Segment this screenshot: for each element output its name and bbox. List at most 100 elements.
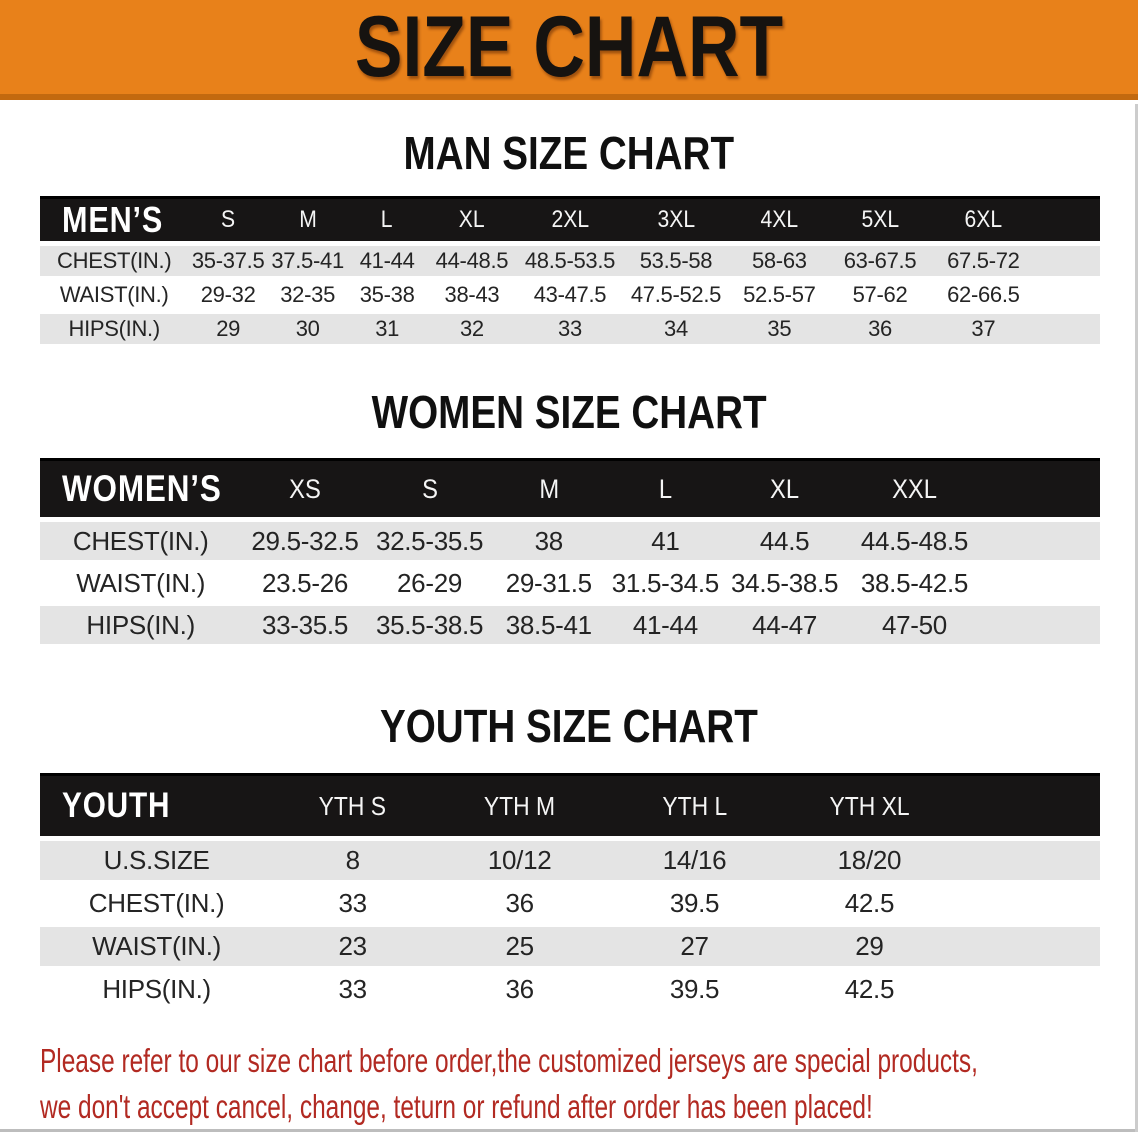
youth-row-filler: [956, 970, 1100, 1013]
men-row-filler: [1036, 314, 1100, 348]
men-size-cell: 44-48.5: [426, 246, 517, 280]
youth-size-cell: 42.5: [781, 884, 957, 927]
youth-size-cell: 39.5: [607, 970, 782, 1013]
men-size-cell: 52.5-57: [728, 280, 830, 314]
women-size-column-5: XL: [723, 458, 846, 522]
women-size-cell: 26-29: [368, 564, 491, 606]
youth-table-header-row: YOUTH YTH S YTH M YTH L YTH XL: [40, 773, 1100, 841]
women-size-cell: 29.5-32.5: [241, 522, 369, 564]
women-size-cell: 34.5-38.5: [723, 564, 846, 606]
youth-row-label: U.S.SIZE: [40, 841, 274, 884]
youth-row-label: CHEST(IN.): [40, 884, 274, 927]
women-table-header-row: WOMEN’S XS S M L XL XXL: [40, 458, 1100, 522]
men-size-cell: 58-63: [728, 246, 830, 280]
women-section-heading: WOMEN SIZE CHART: [371, 386, 767, 438]
women-size-cell: 44.5: [723, 522, 846, 564]
youth-size-cell: 33: [273, 884, 433, 927]
men-size-column-8: 5XL: [829, 196, 931, 246]
men-size-cell: 29: [188, 314, 268, 348]
men-row-filler: [1036, 246, 1100, 280]
youth-table-row: HIPS(IN.) 33 36 39.5 42.5: [40, 970, 1100, 1013]
youth-size-cell: 25: [432, 927, 608, 970]
men-size-cell: 33: [516, 314, 623, 348]
women-size-column-3: M: [490, 458, 608, 522]
women-size-cell: 44.5-48.5: [845, 522, 984, 564]
men-section-heading: MAN SIZE CHART: [403, 127, 735, 179]
men-size-cell: 34: [622, 314, 729, 348]
women-size-cell: 35.5-38.5: [368, 606, 491, 648]
section-youth: YOUTH SIZE CHART YOUTH YTH S YTH M YTH L YTH…: [0, 700, 1138, 1013]
men-row-filler: [1036, 280, 1100, 314]
women-size-column-1: XS: [241, 458, 369, 522]
youth-section-heading: YOUTH SIZE CHART: [380, 700, 758, 752]
youth-size-column-1: YTH S: [273, 773, 433, 841]
youth-row-filler: [956, 841, 1100, 884]
youth-table-row: WAIST(IN.) 23 25 27 29: [40, 927, 1100, 970]
page-title: SIZE CHART: [354, 0, 784, 95]
women-row-filler: [983, 606, 1100, 648]
section-women: WOMEN SIZE CHART WOMEN’S XS S M L XL XXL CHEST(…: [0, 386, 1138, 648]
men-size-cell: 37: [930, 314, 1037, 348]
men-size-column-5: 2XL: [516, 196, 623, 246]
women-table-row: HIPS(IN.) 33-35.5 35.5-38.5 38.5-41 41-44 44-…: [40, 606, 1100, 648]
women-size-cell: 41-44: [607, 606, 724, 648]
men-size-cell: 57-62: [829, 280, 931, 314]
youth-row-filler: [956, 884, 1100, 927]
youth-size-cell: 10/12: [432, 841, 608, 884]
youth-size-column-3: YTH L: [607, 773, 782, 841]
men-size-cell: 35-38: [347, 280, 427, 314]
women-table-row: CHEST(IN.) 29.5-32.5 32.5-35.5 38 41 44.5 44.5…: [40, 522, 1100, 564]
women-size-column-4: L: [607, 458, 724, 522]
women-size-cell: 29-31.5: [490, 564, 608, 606]
youth-size-cell: 18/20: [781, 841, 957, 884]
youth-size-cell: 27: [607, 927, 782, 970]
men-size-table: MEN’S S M L XL 2XL 3XL 4XL 5XL 6XL CHEST(IN.) 35-37…: [40, 196, 1100, 348]
women-size-table: WOMEN’S XS S M L XL XXL CHEST(IN.) 29.5-32.5 32.5…: [40, 458, 1100, 648]
youth-row-filler: [956, 927, 1100, 970]
men-size-cell: 36: [829, 314, 931, 348]
women-size-cell: 23.5-26: [241, 564, 369, 606]
men-size-cell: 32: [426, 314, 517, 348]
image-right-edge-line: [1135, 104, 1138, 1132]
men-row-label: HIPS(IN.): [40, 314, 189, 348]
men-size-column-2: M: [267, 196, 348, 246]
men-size-cell: 35-37.5: [188, 246, 268, 280]
section-men: MAN SIZE CHART MEN’S S M L XL 2XL 3XL 4XL 5XL 6XL…: [0, 127, 1138, 348]
men-size-cell: 30: [267, 314, 348, 348]
youth-row-label: WAIST(IN.): [40, 927, 274, 970]
men-size-cell: 38-43: [426, 280, 517, 314]
youth-table-row: U.S.SIZE 8 10/12 14/16 18/20: [40, 841, 1100, 884]
men-size-cell: 29-32: [188, 280, 268, 314]
women-size-cell: 44-47: [723, 606, 846, 648]
men-size-cell: 67.5-72: [930, 246, 1037, 280]
women-row-filler: [983, 564, 1100, 606]
men-size-column-1: S: [188, 196, 268, 246]
men-row-label: CHEST(IN.): [40, 246, 189, 280]
women-size-column-6: XXL: [845, 458, 984, 522]
men-size-cell: 63-67.5: [829, 246, 931, 280]
men-header-filler: [1036, 196, 1100, 246]
women-size-cell: 41: [607, 522, 724, 564]
men-size-cell: 31: [347, 314, 427, 348]
women-size-cell: 38.5-41: [490, 606, 608, 648]
youth-table-row: CHEST(IN.) 33 36 39.5 42.5: [40, 884, 1100, 927]
youth-corner-label: YOUTH: [40, 773, 274, 841]
banner: SIZE CHART: [0, 0, 1138, 100]
disclaimer-line-1: Please refer to our size chart before or…: [40, 1042, 978, 1079]
men-size-column-9: 6XL: [930, 196, 1037, 246]
men-size-column-7: 4XL: [728, 196, 830, 246]
youth-size-cell: 14/16: [607, 841, 782, 884]
men-table-row: WAIST(IN.) 29-32 32-35 35-38 38-43 43-47.5 47.…: [40, 280, 1100, 314]
image-bottom-edge-line: [0, 1129, 1138, 1132]
men-size-cell: 35: [728, 314, 830, 348]
men-size-column-3: L: [347, 196, 427, 246]
men-size-cell: 48.5-53.5: [516, 246, 623, 280]
youth-size-cell: 33: [273, 970, 433, 1013]
women-size-cell: 31.5-34.5: [607, 564, 724, 606]
men-size-cell: 41-44: [347, 246, 427, 280]
youth-size-cell: 36: [432, 884, 608, 927]
women-size-cell: 38.5-42.5: [845, 564, 984, 606]
men-size-cell: 53.5-58: [622, 246, 729, 280]
women-size-column-2: S: [368, 458, 491, 522]
women-row-label: WAIST(IN.): [40, 564, 242, 606]
